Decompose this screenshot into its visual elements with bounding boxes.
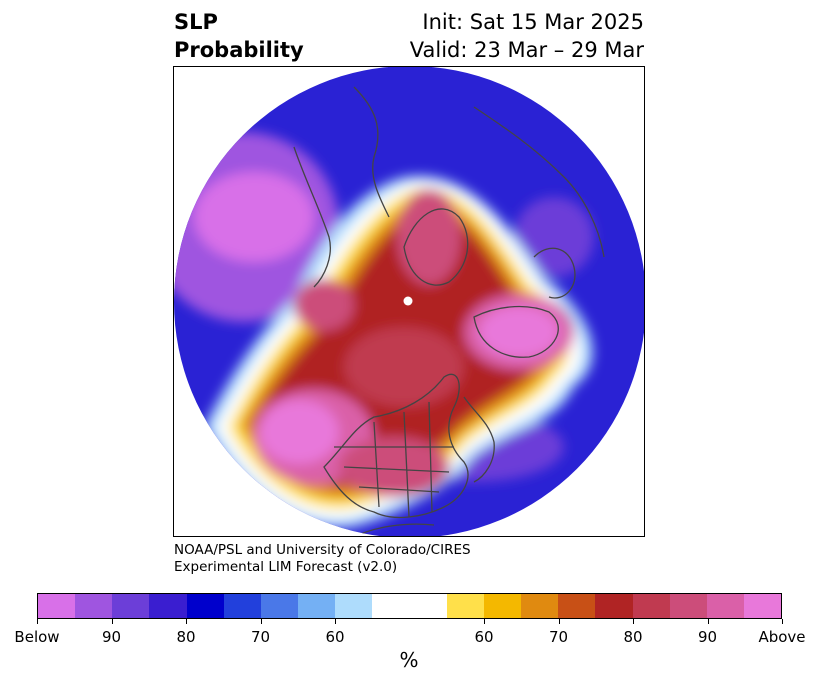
colorbar-tick-label: 80 xyxy=(623,628,643,646)
credit-line-2: Experimental LIM Forecast (v2.0) xyxy=(174,559,398,575)
title-line-slp: SLP xyxy=(174,10,218,34)
colorbar-segment xyxy=(595,594,633,618)
colorbar-segment xyxy=(669,594,707,618)
colorbar-segment xyxy=(743,594,782,618)
colorbar-segment xyxy=(632,594,670,618)
colorbar-segment xyxy=(112,594,150,618)
colorbar xyxy=(37,593,782,619)
colorbar-tick-mark xyxy=(484,619,485,624)
colorbar-segment xyxy=(409,594,447,618)
probability-map xyxy=(173,66,645,537)
colorbar-segment xyxy=(186,594,224,618)
polar-map-svg xyxy=(174,67,644,536)
colorbar-segment xyxy=(558,594,596,618)
colorbar-tick-label: 90 xyxy=(101,628,122,646)
colorbar-tick-label: Below xyxy=(14,628,60,646)
colorbar-segment xyxy=(223,594,261,618)
colorbar-tick-mark xyxy=(707,619,709,624)
colorbar-tick-mark xyxy=(111,619,113,624)
valid-date: Valid: 23 Mar – 29 Mar xyxy=(409,38,644,62)
colorbar-segment xyxy=(149,594,187,618)
colorbar-unit: % xyxy=(399,648,419,672)
colorbar-segment xyxy=(260,594,299,618)
credit-text: NOAA/PSL and University of Colorado/CIRE… xyxy=(174,542,471,576)
colorbar-tick-label: 70 xyxy=(250,628,271,646)
title-line-probability: Probability xyxy=(174,38,304,62)
colorbar-tick-label: 60 xyxy=(474,628,494,646)
colorbar-segment xyxy=(38,594,76,618)
colorbar-segment xyxy=(446,594,484,618)
colorbar-tick-mark xyxy=(37,619,38,624)
colorbar-tick-mark xyxy=(782,619,783,624)
colorbar-tick-label: Above xyxy=(758,628,806,646)
colorbar-segment xyxy=(483,594,522,618)
title-block: SLP Probability xyxy=(174,8,304,64)
coastlines xyxy=(293,86,605,536)
colorbar-tick-mark xyxy=(260,619,262,624)
colorbar-tick-mark xyxy=(633,619,634,624)
colorbar-tick-label: 70 xyxy=(548,628,569,646)
date-block: Init: Sat 15 Mar 2025 Valid: 23 Mar – 29… xyxy=(410,8,644,64)
north-pole-dot xyxy=(403,296,413,306)
init-date: Init: Sat 15 Mar 2025 xyxy=(422,10,644,34)
colorbar-segment xyxy=(372,594,410,618)
credit-line-1: NOAA/PSL and University of Colorado/CIRE… xyxy=(174,542,471,558)
colorbar-tick-mark xyxy=(558,619,560,624)
colorbar-tick-mark xyxy=(186,619,187,624)
colorbar-tick-label: 90 xyxy=(697,628,718,646)
colorbar-tick-label: 80 xyxy=(176,628,196,646)
colorbar-segment xyxy=(75,594,113,618)
colorbar-tick-label: 60 xyxy=(325,628,345,646)
colorbar-segment xyxy=(706,594,744,618)
colorbar-segment xyxy=(335,594,373,618)
colorbar-segment xyxy=(521,594,559,618)
colorbar-tick-mark xyxy=(335,619,336,624)
colorbar-segment xyxy=(298,594,336,618)
